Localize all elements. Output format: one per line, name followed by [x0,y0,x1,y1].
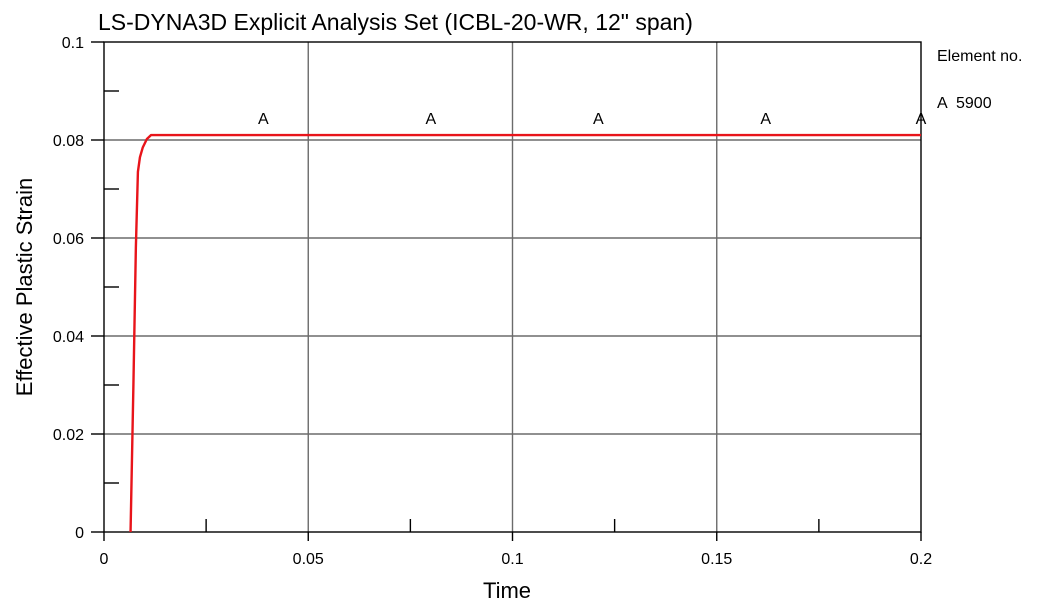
legend-entry-marker: A [937,95,948,112]
x-tick-label: 0.2 [910,551,932,568]
y-tick-label: 0.02 [53,427,84,444]
chart-title: LS-DYNA3D Explicit Analysis Set (ICBL-20… [98,9,693,35]
x-tick-label: 0.05 [293,551,324,568]
y-tick-label: 0.04 [53,329,84,346]
series-marker-label: A [258,111,269,128]
x-tick-label: 0.15 [701,551,732,568]
grid [104,42,921,532]
legend-title: Element no. [937,48,1022,65]
series-line [129,133,921,533]
y-tick-label: 0.08 [53,133,84,150]
series-marker-label: A [916,111,927,128]
x-axis-label: Time [483,578,531,602]
x-tick-label: 0.1 [501,551,523,568]
y-tick-label: 0.06 [53,231,84,248]
y-tick-label: 0 [75,525,84,542]
y-axis-label: Effective Plastic Strain [12,178,37,396]
series-marker-label: A [760,111,771,128]
legend-entry-label: 5900 [956,95,992,112]
series-marker-label: A [593,111,604,128]
series-marker-label: A [425,111,436,128]
y-tick-label: 0.1 [62,35,84,52]
x-tick-label: 0 [100,551,109,568]
axis-ticks: 0 0.05 0.1 0.15 0.2 0 0.02 0.04 0.06 0.08 0.1 [53,35,932,568]
